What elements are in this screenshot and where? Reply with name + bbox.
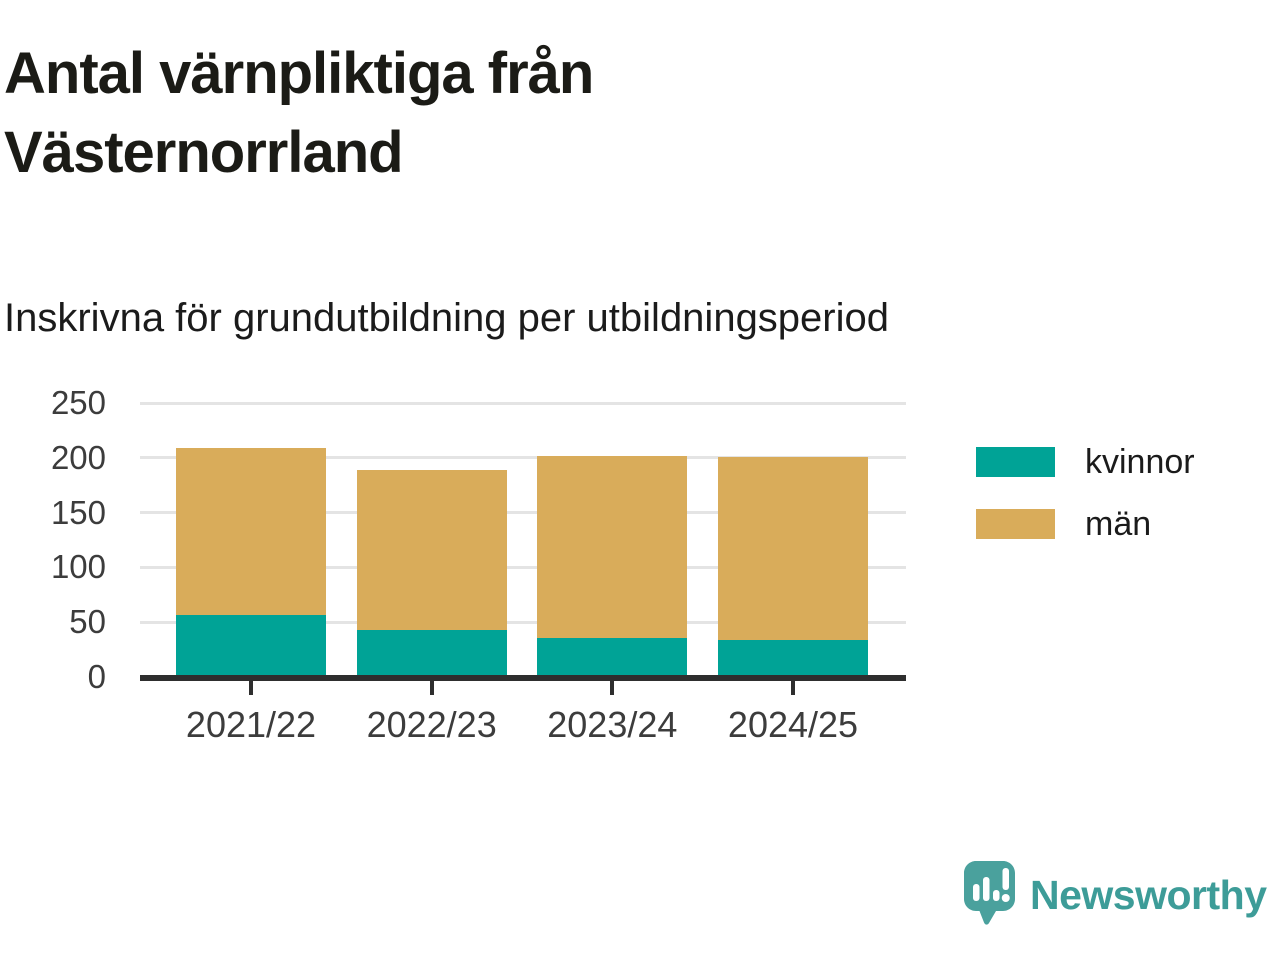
bar-segment-kvinnor-2022/23 <box>356 629 507 677</box>
bar-segment-män-2023/24 <box>537 455 688 638</box>
gridline-100 <box>140 565 906 569</box>
gridline-150 <box>140 511 906 515</box>
x-axis-label-2024/25: 2024/25 <box>727 704 859 745</box>
newsworthy-logo-icon <box>962 858 1017 933</box>
bar-segment-män-2021/22 <box>176 447 326 615</box>
gridline-200 <box>140 456 906 460</box>
x-axis-tick-2024/25 <box>791 680 795 695</box>
plot-area: 0 50 100 150 200 250 2021/22 2022/23 2023/24 2024… <box>51 384 906 745</box>
legend-swatch-kvinnor <box>976 447 1055 477</box>
legend-swatch-man <box>976 509 1055 539</box>
legend-item-man: män <box>976 507 1195 541</box>
legend-label-man: män <box>1085 505 1152 543</box>
y-axis-tick-label-150: 150 <box>50 493 106 531</box>
x-axis-label-2023/24: 2023/24 <box>547 704 678 745</box>
bar-segment-kvinnor-2021/22 <box>176 614 326 677</box>
x-axis-tick-2022/23 <box>429 680 434 695</box>
y-axis-tick-label-250: 250 <box>50 384 106 421</box>
newsworthy-logo: Newsworthy <box>962 858 1267 933</box>
x-axis-tick-2023/24 <box>610 680 615 695</box>
bar-segment-kvinnor-2023/24 <box>537 637 688 677</box>
gridline-50 <box>140 620 906 624</box>
y-axis-tick-label-200: 200 <box>50 438 106 476</box>
gridline-250 <box>140 401 906 405</box>
newsworthy-logo-text: Newsworthy <box>1030 872 1267 918</box>
x-axis-label-2022/23: 2022/23 <box>366 704 497 745</box>
y-axis-tick-label-50: 50 <box>69 603 106 641</box>
legend: kvinnor män <box>976 445 1195 541</box>
x-axis-line <box>140 675 906 681</box>
chart-title: Antal värnpliktiga från Västernorrland <box>4 41 594 185</box>
legend-item-kvinnor: kvinnor <box>976 445 1195 479</box>
x-axis-tick-2021/22 <box>249 680 253 695</box>
bar-segment-män-2022/23 <box>356 469 507 630</box>
y-axis-tick-label-0: 0 <box>87 658 106 695</box>
legend-label-kvinnor: kvinnor <box>1085 443 1195 481</box>
bar-segment-män-2024/25 <box>718 456 868 640</box>
bar-segment-kvinnor-2024/25 <box>718 639 868 677</box>
chart-subtitle: Inskrivna för grundutbildning per utbild… <box>4 296 889 340</box>
x-axis-label-2021/22: 2021/22 <box>185 704 317 745</box>
y-axis-tick-label-100: 100 <box>50 548 106 586</box>
